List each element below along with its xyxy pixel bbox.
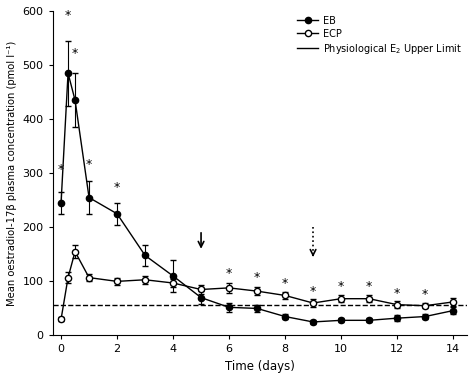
Legend: EB, ECP, Physiological E$_2$ Upper Limit: EB, ECP, Physiological E$_2$ Upper Limit [297,16,462,55]
Physiological E$_2$ Upper Limit [86,302,92,307]
Text: *: * [254,271,260,284]
Text: *: * [310,285,316,298]
Text: *: * [226,267,232,280]
Physiological E$_2$ Upper Limit [58,302,64,307]
Text: *: * [366,280,372,293]
Text: *: * [65,9,71,22]
Text: *: * [338,280,344,293]
Text: *: * [114,181,120,194]
Text: *: * [58,163,64,176]
Y-axis label: Mean oestradiol-17β plasma concentration (pmol l⁻¹): Mean oestradiol-17β plasma concentration… [7,41,17,306]
Text: *: * [282,277,288,290]
Text: *: * [422,288,428,301]
Text: *: * [394,287,400,300]
Text: *: * [86,157,92,171]
X-axis label: Time (days): Time (days) [225,360,295,373]
Text: *: * [72,47,78,60]
